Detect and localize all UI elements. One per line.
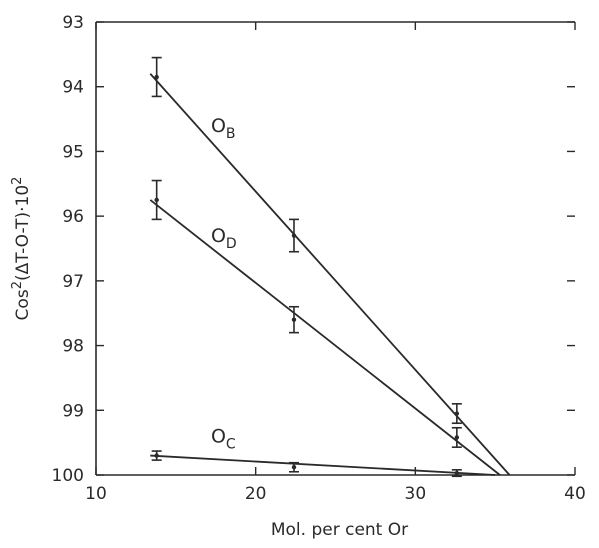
series-label-ob: OB: [211, 115, 236, 142]
data-point: [454, 470, 460, 476]
y-tick-label: 96: [62, 207, 84, 227]
x-tick-label: 10: [85, 484, 107, 504]
data-point: [291, 317, 297, 322]
y-tick-label: 94: [62, 78, 84, 98]
data-point: [154, 74, 159, 80]
data-point: [454, 435, 460, 440]
y-tick-label: 95: [62, 142, 84, 162]
y-tick-label: 93: [62, 13, 84, 33]
y-tick-label: 97: [62, 272, 84, 292]
series-oc: [150, 450, 496, 478]
y-tick-label: 100: [52, 466, 84, 486]
x-tick-label: 20: [245, 484, 267, 504]
fit-line-oc: [150, 454, 496, 476]
data-point: [154, 453, 159, 458]
y-axis-title: Cos2(ΔT-O-T)·102: [10, 177, 34, 321]
series-label-od: OD: [211, 225, 237, 252]
fit-line-ob: [149, 73, 511, 476]
data-point: [291, 233, 297, 238]
series-ob: [149, 56, 511, 476]
data-point: [454, 411, 460, 416]
data-point: [154, 197, 159, 203]
series-od: [149, 179, 501, 476]
axes: [95, 21, 576, 476]
x-tick-label: 40: [564, 484, 586, 504]
y-tick-label: 99: [62, 401, 84, 421]
series: [149, 56, 511, 478]
series-label-oc: OC: [211, 426, 236, 453]
data-point: [291, 465, 297, 470]
fit-line-od: [149, 199, 501, 476]
y-tick-label: 98: [62, 337, 84, 357]
x-axis-title: Mol. per cent Or: [271, 520, 408, 540]
x-tick-label: 30: [405, 484, 427, 504]
